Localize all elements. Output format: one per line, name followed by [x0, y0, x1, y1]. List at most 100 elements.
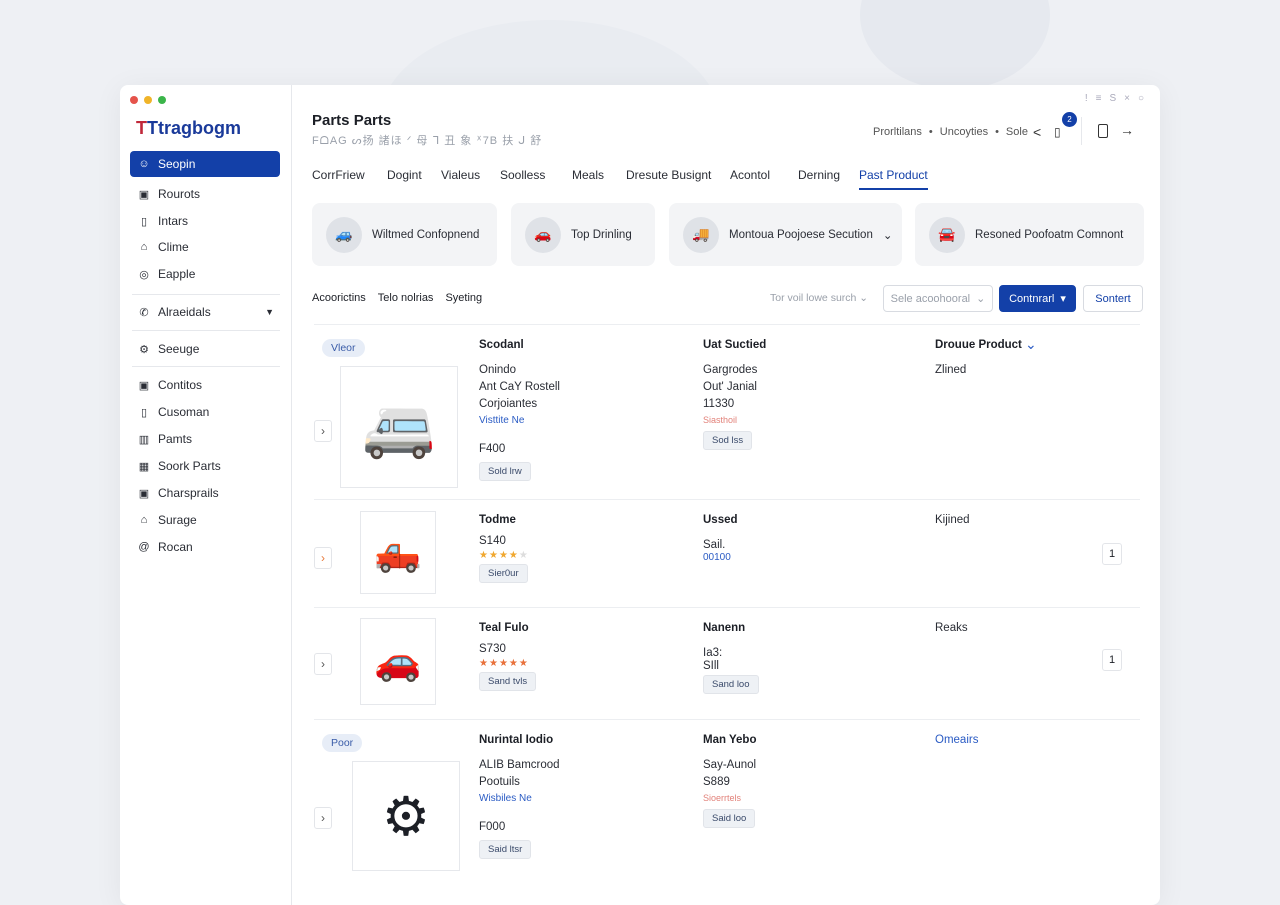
sidebar-item-label: Cusoman: [158, 405, 210, 419]
product-image[interactable]: 🚗: [360, 618, 436, 705]
sidebar-item[interactable]: ⌂ Clime: [130, 234, 280, 260]
tab[interactable]: Soolless: [500, 168, 546, 182]
action-tag[interactable]: Sand loo: [703, 675, 759, 694]
action-tag[interactable]: Sod lss: [703, 431, 753, 450]
sidebar-item[interactable]: ▯ Cusoman: [130, 399, 280, 425]
action-tag[interactable]: Sand tvls: [479, 672, 537, 691]
filter-link[interactable]: Syeting: [445, 292, 483, 304]
grid-icon: ▦: [138, 460, 150, 473]
price: F000: [479, 821, 506, 833]
arrow-right-icon[interactable]: →: [1120, 122, 1134, 138]
sidebar-item[interactable]: ▣ Rourots: [130, 181, 280, 207]
tab[interactable]: Acontol: [730, 168, 771, 182]
tab[interactable]: Past Product: [859, 168, 928, 190]
sidebar-item[interactable]: ▣ Contitos: [130, 372, 280, 398]
sidebar-item[interactable]: ▦ Soork Parts: [130, 453, 280, 479]
star-icon: ★: [508, 658, 519, 669]
tab[interactable]: Dogint: [387, 168, 422, 182]
tab[interactable]: CorrFriew: [312, 168, 365, 182]
sidebar-item[interactable]: ⌂ Surage: [130, 507, 280, 533]
notification-badge: 2: [1062, 112, 1077, 127]
sidebar-item[interactable]: ✆ Alraeidals ▼: [130, 299, 280, 325]
expand-row-button[interactable]: ›: [314, 420, 332, 442]
filter-link[interactable]: Acoorictins: [312, 292, 366, 304]
sidebar-item[interactable]: ⚙ Seeuge: [130, 336, 280, 362]
action-tag[interactable]: Sold lrw: [479, 462, 531, 481]
header-link[interactable]: Prorltilans: [873, 126, 922, 138]
expand-row-button[interactable]: ›: [314, 547, 332, 569]
action-tag[interactable]: Said loo: [703, 809, 756, 828]
expand-row-button[interactable]: ›: [314, 653, 332, 675]
sidebar-item[interactable]: ▣ Charsprails: [130, 480, 280, 506]
product-image[interactable]: 🛻: [360, 511, 436, 594]
close-window-button[interactable]: [130, 96, 138, 104]
vehicle-thumbnail: 🚗: [525, 216, 561, 253]
header-links: Prorltilans • Uncoyties • Sole: [873, 126, 1028, 138]
details-link[interactable]: Visttite Ne: [479, 415, 525, 426]
box-icon: ▣: [138, 188, 150, 201]
page-subtitle: FᗝAG ᔕ扬 諸ほ ᐟ 母 ᒣ 丑 象 ᕁ7B 扶 ᒍ 舒: [312, 135, 543, 147]
star-icon: ★: [488, 550, 499, 561]
tab[interactable]: Derning: [798, 168, 841, 182]
header-link[interactable]: Uncoyties: [939, 126, 989, 138]
share-icon[interactable]: <: [1033, 124, 1042, 140]
product-image[interactable]: 🚐: [340, 366, 458, 488]
doc-icon: ▯: [140, 406, 148, 419]
circle-icon[interactable]: ○: [1137, 93, 1144, 104]
sidebar-item[interactable]: ▯ Intars: [130, 208, 280, 234]
vehicle-thumbnail: 🚙: [326, 216, 362, 253]
product-detail: ALIB Bamcrood: [479, 759, 560, 771]
rating: ★★★★★: [479, 658, 529, 669]
product-detail: Ant CaY Rostell: [479, 381, 560, 393]
category-card[interactable]: 🚘 Resoned Poofoatm Comnont: [915, 203, 1144, 266]
primary-button-label: Contnrarl: [1009, 292, 1055, 305]
expand-row-button[interactable]: ›: [314, 807, 332, 829]
star-icon: ★: [479, 658, 489, 669]
sidebar-item-label: Contitos: [158, 378, 203, 392]
star-icon: ★: [518, 658, 529, 669]
sidebar-item[interactable]: @ Rocan: [130, 534, 280, 560]
category-card[interactable]: 🚚 Montoua Poojoese Secution ⌄: [669, 203, 902, 266]
close-icon[interactable]: ×: [1124, 93, 1130, 104]
secondary-button[interactable]: Sontert: [1083, 285, 1143, 312]
column-value: Kijined: [935, 514, 970, 526]
menu-icon[interactable]: ≡: [1095, 93, 1102, 104]
category-card[interactable]: 🚙 Wiltmed Confopnend: [312, 203, 497, 266]
category-select[interactable]: Sele acoohooral ⌄: [883, 285, 993, 312]
details-link[interactable]: Wisbiles Ne: [479, 793, 532, 804]
maximize-window-button[interactable]: [158, 96, 166, 104]
home-icon: ⌂: [140, 241, 148, 253]
minimize-window-button[interactable]: [144, 96, 152, 104]
action-tag[interactable]: Said ltsr: [479, 840, 532, 859]
product-title: Scodanl: [479, 339, 524, 351]
s-icon[interactable]: S: [1109, 93, 1117, 104]
tab[interactable]: Vialeus: [441, 168, 481, 182]
quantity-box[interactable]: 1: [1102, 543, 1122, 565]
action-tag[interactable]: Sier0ur: [479, 564, 528, 583]
alert-icon[interactable]: !: [1084, 93, 1088, 104]
window-controls: [130, 96, 166, 104]
header-link[interactable]: Sole: [1005, 126, 1028, 138]
primary-dropdown-button[interactable]: Contnrarl ▾: [999, 285, 1076, 312]
logo-text: Ttragbogm: [147, 118, 241, 138]
tab[interactable]: Dresute Busignt: [626, 168, 712, 182]
quantity-box[interactable]: 1: [1102, 649, 1122, 671]
filter-link[interactable]: Telo nolrias: [377, 292, 434, 304]
sidebar: TTtragbogm ☺ Seopin ▣ Rourots ▯ Intars ⌂ Clime ◎…: [120, 85, 292, 905]
sidebar-item[interactable]: ▥ Pamts: [130, 426, 280, 452]
bookmark-icon[interactable]: ▯: [1054, 125, 1061, 139]
tab[interactable]: Meals: [572, 168, 605, 182]
product-image[interactable]: ⚙: [352, 761, 460, 871]
chevron-down-icon[interactable]: ⌄: [1025, 336, 1037, 352]
divider: [314, 607, 1140, 608]
sort-dropdown[interactable]: Tor voil lowe surch ⌄: [770, 292, 868, 304]
box-icon: ▣: [138, 487, 150, 500]
chevron-down-icon: ⌄: [859, 292, 869, 304]
sidebar-item[interactable]: ☺ Seopin: [130, 151, 280, 177]
phone-icon: ✆: [139, 306, 149, 319]
select-placeholder: Sele acoohooral: [890, 292, 971, 305]
sidebar-item[interactable]: ◎ Eapple: [130, 261, 280, 287]
divider: [1081, 117, 1082, 145]
device-icon[interactable]: [1098, 124, 1108, 138]
category-card[interactable]: 🚗 Top Drinling: [511, 203, 655, 266]
